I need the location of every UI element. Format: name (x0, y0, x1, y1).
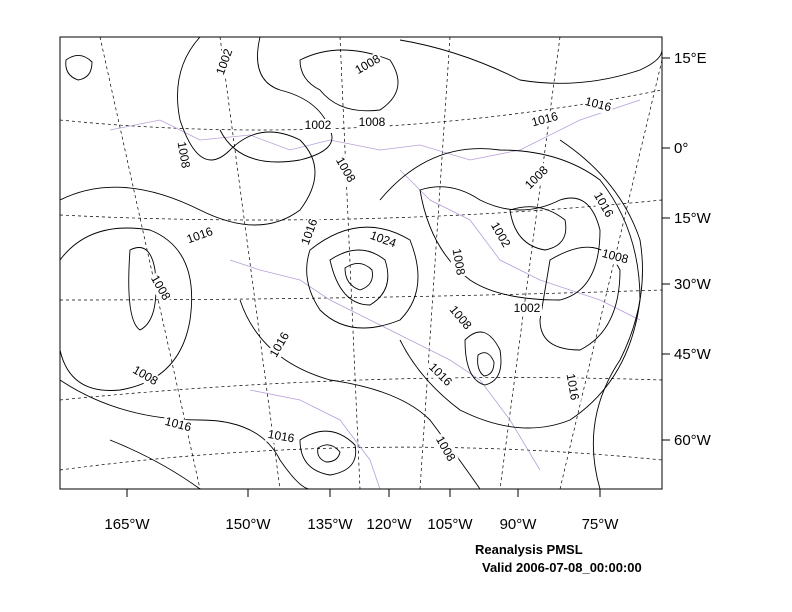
contour-label: 1016 (530, 109, 560, 130)
contour-label-bg (128, 362, 162, 390)
lat-label: 0° (674, 140, 688, 157)
contour-label: 1016 (584, 94, 614, 115)
contour-label-bg (431, 432, 459, 466)
lon-label: 165°W (104, 516, 150, 533)
contour-label-bg (303, 119, 333, 133)
contour-label-bg (266, 328, 294, 362)
contour-label: 1008 (601, 246, 631, 267)
contour-label-bg (512, 302, 542, 316)
lat-label: 30°W (674, 276, 712, 293)
contour-label-bg (448, 246, 468, 278)
contour-label-bg (598, 246, 632, 268)
contour-label-bg (351, 51, 385, 79)
contour-label-bg (213, 45, 237, 79)
lat-label: 60°W (674, 432, 712, 449)
coastlines (109, 99, 641, 489)
caption-title: Reanalysis PMSL (475, 542, 583, 557)
lat-label: 15°W (674, 210, 712, 227)
contour-label-bg (183, 224, 217, 248)
contour-label-bg (486, 218, 514, 252)
contour-label-bg (424, 359, 456, 391)
contour-label-bg (146, 271, 174, 305)
contour-label: 1016 (267, 427, 296, 445)
contour-label-bg (521, 162, 553, 194)
graticule (60, 37, 662, 489)
lat-label: 45°W (674, 346, 712, 363)
map-frame (59, 36, 663, 490)
caption-valid: Valid 2006-07-08_00:00:00 (482, 560, 642, 575)
contour-label-bg (161, 414, 195, 436)
lon-label: 105°W (427, 516, 473, 533)
contour-label: 1008 (175, 140, 193, 169)
lon-label: 90°W (500, 516, 538, 533)
lon-label: 150°W (225, 516, 271, 533)
contour-label-bg (173, 139, 193, 171)
contour-label-bg (562, 371, 582, 403)
contour-label-bg (589, 188, 617, 222)
contour-label: 1008 (359, 115, 386, 129)
contour-label-bg (444, 302, 476, 334)
contour-label: 1002 (514, 301, 541, 315)
contour-label: 1016 (164, 414, 194, 435)
contour-label-bg (331, 153, 359, 187)
contour-label-bg (357, 116, 387, 130)
contour-label-bg (581, 94, 615, 116)
contour-label-bg (528, 109, 562, 131)
lon-label: 120°W (366, 516, 412, 533)
lon-label: 75°W (582, 516, 620, 533)
contour-label: 1002 (305, 118, 332, 132)
contour-label-bg (265, 427, 297, 447)
contour-label-bg (298, 215, 322, 249)
contour-label: 1016 (564, 372, 582, 401)
contour-label-bg (366, 228, 400, 252)
axis-labels: 165°W 150°W 135°W 120°W 105°W 90°W 75°W 15°E 0° 1… (104, 50, 711, 533)
isobars (60, 37, 662, 489)
lon-label: 135°W (307, 516, 353, 533)
lat-label: 15°E (674, 50, 707, 67)
contour-label: 1008 (450, 247, 468, 276)
